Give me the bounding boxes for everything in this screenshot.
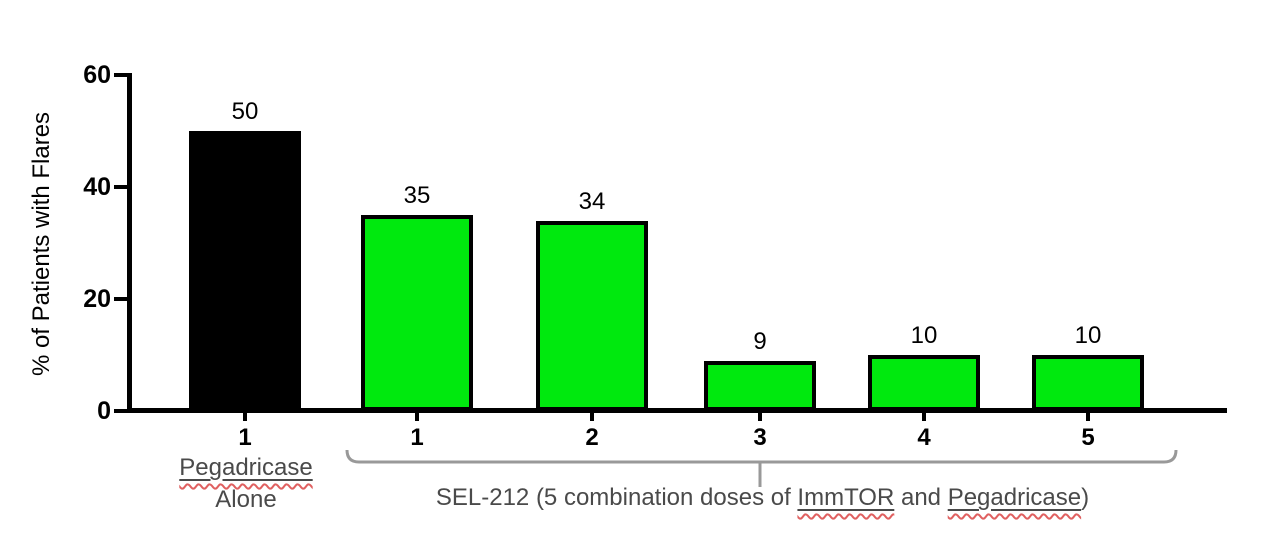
bar <box>704 361 816 411</box>
x-tick-label: 1 <box>238 424 252 451</box>
y-tick-mark <box>114 297 127 301</box>
group-label-sel212: SEL-212 (5 combination doses of ImmTOR a… <box>340 484 1185 512</box>
y-tick-mark <box>114 73 127 77</box>
bar-value-label: 34 <box>578 188 606 215</box>
y-tick-label: 60 <box>83 61 111 89</box>
y-tick-mark <box>114 185 127 189</box>
caption-word-pegadricase: Pegadricase <box>947 484 1082 511</box>
bar <box>868 355 980 411</box>
caption-prefix: SEL-212 (5 combination doses of <box>435 484 798 511</box>
bar-value-label: 9 <box>753 328 767 355</box>
y-axis-title: % of Patients with Flares <box>28 111 55 377</box>
x-tick-mark <box>1086 413 1090 421</box>
x-tick-mark <box>415 413 419 421</box>
y-axis-line <box>127 73 132 413</box>
bar-value-label: 35 <box>403 182 431 209</box>
y-tick-label: 20 <box>83 285 111 313</box>
caption-suffix: ) <box>1081 484 1090 511</box>
bar <box>536 221 648 411</box>
x-tick-mark <box>243 413 247 421</box>
x-tick-label: 4 <box>917 424 931 451</box>
group-label-line2: Alone <box>215 486 277 513</box>
caption-word-immtor: ImmTOR <box>797 484 895 511</box>
bar <box>1032 355 1144 411</box>
x-tick-label: 5 <box>1081 424 1095 451</box>
bar <box>361 215 473 411</box>
caption-mid: and <box>894 484 948 511</box>
x-axis-line <box>127 408 1227 413</box>
y-tick-label: 40 <box>83 173 111 201</box>
bar-value-label: 50 <box>231 98 259 125</box>
group-bracket <box>345 449 1178 487</box>
x-tick-mark <box>758 413 762 421</box>
y-tick-label: 0 <box>97 397 111 425</box>
bar-value-label: 10 <box>910 322 938 349</box>
x-tick-label: 3 <box>753 424 767 451</box>
group-label-pegadricase-alone: Pegadricase Alone <box>159 452 333 516</box>
x-tick-mark <box>590 413 594 421</box>
bar-value-label: 10 <box>1074 322 1102 349</box>
x-tick-label: 2 <box>585 424 599 451</box>
x-tick-label: 1 <box>410 424 424 451</box>
y-tick-mark <box>114 409 127 413</box>
group-label-line1: Pegadricase <box>179 454 313 481</box>
x-tick-mark <box>922 413 926 421</box>
bar <box>189 131 301 411</box>
